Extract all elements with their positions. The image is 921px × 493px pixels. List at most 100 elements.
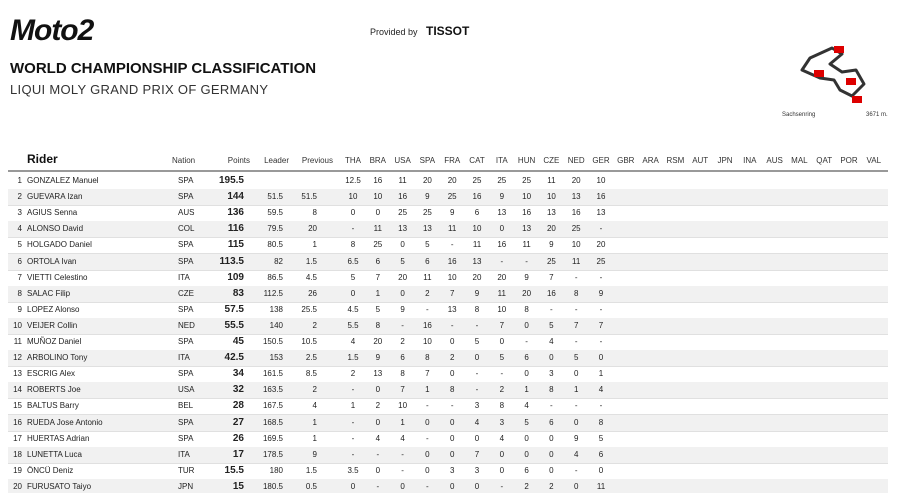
rider-name: LUNETTA Luca <box>27 449 82 459</box>
race-result: 6 <box>524 353 529 363</box>
row-rule <box>8 462 888 464</box>
previous-gap: 2.5 <box>305 353 317 363</box>
marker <box>814 70 824 77</box>
race-result: 10 <box>398 401 408 411</box>
position: 9 <box>17 304 22 314</box>
race-result: - <box>475 385 479 395</box>
race-result: 0 <box>573 481 579 491</box>
race-result: - <box>500 369 504 379</box>
race-result: 4 <box>350 337 356 346</box>
race-result: 20 <box>596 240 606 250</box>
race-result: - <box>574 272 578 282</box>
position: 18 <box>13 449 22 459</box>
race-result: 0 <box>449 449 455 459</box>
row-rule <box>8 366 888 368</box>
race-result: 6 <box>425 256 430 266</box>
race-result: 3 <box>499 417 505 427</box>
leader-gap: 59.5 <box>267 208 283 218</box>
race-result: 13 <box>472 256 482 266</box>
race-result: 16 <box>472 192 482 202</box>
nation: JPN <box>178 481 194 491</box>
race-result: 8 <box>499 401 505 411</box>
race-result: 11 <box>547 176 556 185</box>
race-result: 9 <box>598 288 604 298</box>
race-result: - <box>426 433 429 443</box>
row-stripe <box>8 285 888 302</box>
race-result: 20 <box>571 176 581 185</box>
race-result: 7 <box>449 288 455 298</box>
race-result: 9 <box>375 353 381 363</box>
nation: NED <box>178 320 195 330</box>
race-result: 5 <box>350 272 356 282</box>
race-result: 4 <box>573 449 579 459</box>
race-result: 25 <box>596 256 606 266</box>
race-result: 0 <box>524 320 529 330</box>
race-result: 20 <box>398 272 408 282</box>
race-result: 6 <box>598 449 604 459</box>
race-result: 4 <box>549 337 554 346</box>
marker <box>852 96 862 103</box>
row-rule <box>8 398 888 400</box>
row-stripe <box>8 414 888 431</box>
header-race: AUS <box>766 156 783 165</box>
race-result: - <box>574 465 578 475</box>
race-result: 3 <box>474 401 480 411</box>
race-result: 0 <box>573 417 579 427</box>
race-result: 11 <box>423 272 432 282</box>
race-result: 11 <box>448 224 457 234</box>
race-result: 12.5 <box>345 176 361 185</box>
row-stripe <box>8 446 888 463</box>
position: 10 <box>13 320 22 330</box>
race-result: 8 <box>425 353 430 363</box>
race-result: - <box>550 401 553 411</box>
points: 55.5 <box>224 319 244 331</box>
race-result: 25 <box>398 208 408 218</box>
header-race: AUT <box>692 156 709 165</box>
race-result: 16 <box>373 176 383 185</box>
race-result: 8 <box>449 385 455 395</box>
rider-name: GUEVARA Izan <box>27 192 83 202</box>
marker <box>834 46 844 53</box>
race-result: 5 <box>598 433 604 443</box>
header-race: INA <box>743 156 757 165</box>
nation: SPA <box>178 337 194 346</box>
race-result: 0 <box>449 337 455 346</box>
nation: SPA <box>178 176 194 185</box>
race-result: 4 <box>499 433 505 443</box>
race-result: 4 <box>598 385 604 395</box>
race-result: 1 <box>375 288 381 298</box>
rider-name: MUÑOZ Daniel <box>27 337 82 346</box>
rider-name: ALONSO David <box>27 224 84 234</box>
rider-name: AGIUS Senna <box>27 208 78 218</box>
previous-gap: 1 <box>312 433 317 443</box>
rider-name: ORTOLA Ivan <box>27 256 77 266</box>
race-result: 10 <box>422 337 432 346</box>
rider-name: RUEDA Jose Antonio <box>27 417 103 427</box>
previous-gap: 2 <box>312 385 317 395</box>
race-result: 6 <box>375 256 381 266</box>
race-result: 11 <box>398 176 407 185</box>
race-result: 3 <box>449 465 455 475</box>
race-result: 11 <box>373 224 382 234</box>
race-result: 25 <box>571 224 581 234</box>
rider-name: BALTUS Barry <box>27 401 79 411</box>
race-result: 10 <box>546 192 556 202</box>
race-result: 0 <box>474 481 480 491</box>
previous-gap: 9 <box>312 449 317 459</box>
race-result: 8 <box>400 369 405 379</box>
race-result: 0 <box>449 433 455 443</box>
race-result: 0 <box>524 369 529 379</box>
race-result: 6 <box>474 208 480 218</box>
logo: Moto2 <box>10 14 94 47</box>
race-result: 5 <box>524 417 529 427</box>
race-result: 0 <box>425 465 430 475</box>
race-result: 9 <box>573 433 579 443</box>
race-result: - <box>401 449 404 459</box>
row-stripe <box>8 317 888 334</box>
row-stripe <box>8 221 888 238</box>
race-result: 25 <box>447 192 457 202</box>
race-result: 7 <box>549 272 554 282</box>
race-result: 0 <box>375 417 381 427</box>
points: 116 <box>227 223 244 235</box>
points: 17 <box>232 448 244 460</box>
